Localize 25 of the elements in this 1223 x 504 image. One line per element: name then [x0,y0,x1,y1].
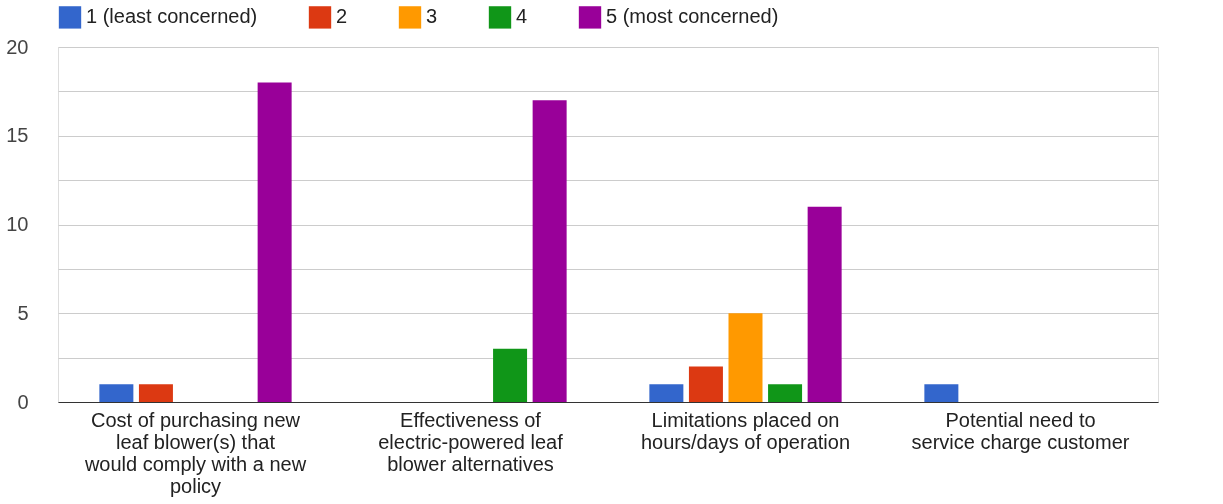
bar [768,384,803,402]
x-tick-label: Limitations placed on hours/days of operation [640,408,851,453]
bar [688,366,723,402]
x-tick-label: Potential need to service charge customer [911,408,1130,453]
x-tick-label: Effectiveness of electric-powered leaf blower alternatives [378,408,564,475]
bar [99,384,134,402]
bar [257,82,292,402]
y-tick-label: 0 [17,390,29,413]
bar [532,100,567,402]
y-tick-label: 20 [6,35,29,58]
y-tick-label: 15 [6,124,29,147]
legend-label: 5 (most concerned) [606,5,779,28]
bar [138,384,173,402]
bar [728,313,763,402]
legend-label: 1 (least concerned) [86,5,258,28]
y-tick-label: 10 [6,213,29,235]
x-tick-label: Cost of purchasing new leaf blower(s) that would comply with a new policy [83,408,307,497]
bar [649,384,684,402]
bar [807,206,842,402]
y-tick-label: 5 [17,301,29,324]
legend-label: 4 [516,5,528,28]
legend-label: 3 [426,5,438,28]
legend-label: 2 [336,5,348,28]
bar [924,384,959,402]
bar [493,348,528,402]
